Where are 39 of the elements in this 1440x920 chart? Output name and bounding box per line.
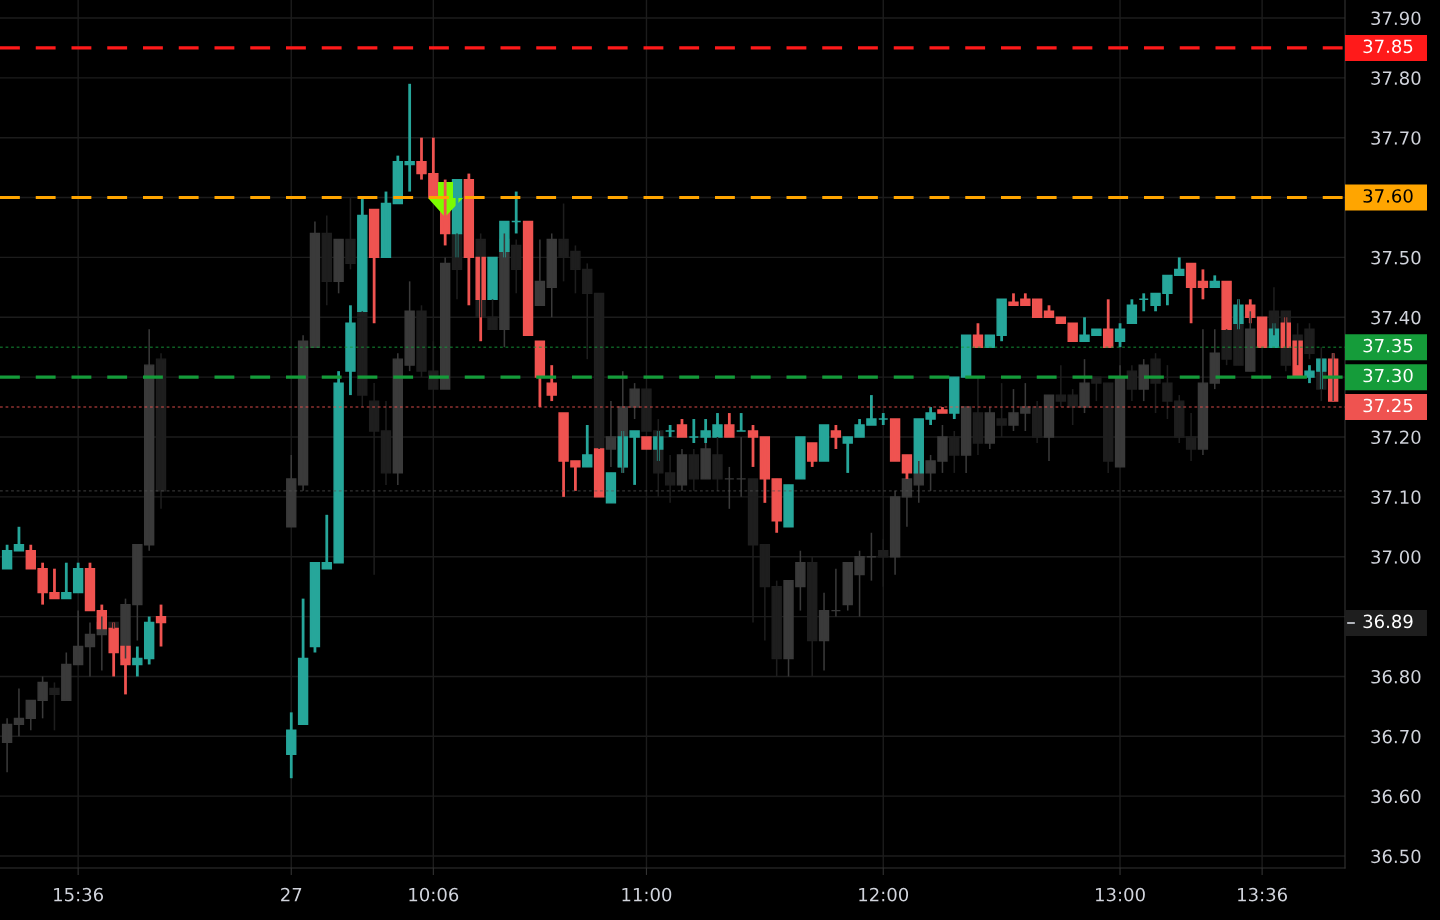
ref-line-label: 37.35 — [1363, 338, 1413, 353]
y-tick-label: 37.80 — [1371, 71, 1421, 85]
y-tick-label: 37.10 — [1371, 490, 1421, 504]
x-tick-label: 12:00 — [859, 887, 909, 902]
candlestick — [522, 220, 534, 336]
y-tick-label: 37.00 — [1371, 550, 1421, 564]
candlestick — [937, 405, 948, 415]
candlestick — [333, 238, 344, 295]
candlestick — [960, 334, 972, 378]
candlestick — [605, 471, 617, 505]
candlestick — [641, 436, 652, 450]
x-tick-label: 13:36 — [1238, 887, 1287, 902]
x-tick-label: 10:06 — [409, 887, 459, 902]
candlestick — [795, 436, 806, 480]
candlestick — [889, 418, 901, 462]
ref-line-label: 37.30 — [1363, 368, 1413, 383]
y-tick-label: 37.70 — [1371, 131, 1421, 145]
x-tick-label: 15:36 — [54, 887, 104, 902]
ref-line-label: 37.25 — [1363, 398, 1413, 413]
y-tick-label: 36.80 — [1371, 669, 1421, 684]
text: 36.89 — [1363, 614, 1413, 629]
y-tick-label: 36.50 — [1371, 849, 1421, 864]
candlestick — [818, 424, 830, 462]
ref-line-label: 37.85 — [1363, 39, 1413, 54]
y-tick-label: 37.40 — [1371, 310, 1421, 325]
candlestick — [783, 484, 794, 528]
candlestick — [700, 442, 711, 480]
y-tick-label: 37.50 — [1371, 250, 1421, 265]
y-tick-label: 36.60 — [1371, 789, 1421, 804]
ref-line-label: 37.60 — [1363, 189, 1413, 203]
x-tick-label: 11:00 — [622, 887, 672, 902]
candlestick — [49, 681, 60, 732]
candlestick — [1256, 316, 1268, 348]
x-tick-label: 27 — [281, 887, 302, 902]
y-tick-label: 37.20 — [1371, 430, 1421, 445]
x-tick-label: 13:00 — [1096, 887, 1145, 902]
y-tick-label: 36.70 — [1371, 729, 1421, 744]
y-tick-label: 37.90 — [1371, 11, 1421, 26]
candlestick — [1079, 358, 1090, 414]
